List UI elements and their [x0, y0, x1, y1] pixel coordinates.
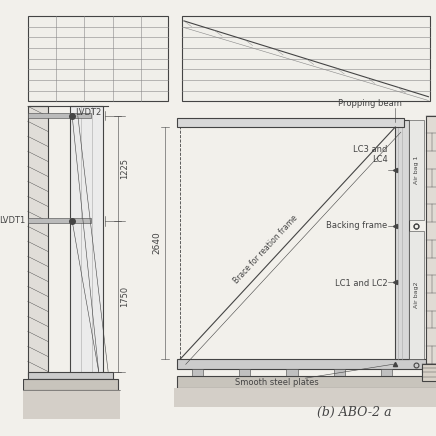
Text: LC1 and LC2: LC1 and LC2: [335, 279, 388, 288]
Text: Brace for reation frame: Brace for reation frame: [232, 214, 299, 286]
Bar: [70, 106, 103, 376]
Bar: [177, 359, 436, 369]
Text: Propping beam: Propping beam: [338, 99, 402, 108]
Bar: [177, 376, 436, 388]
Text: Air bag 1: Air bag 1: [414, 156, 419, 184]
Bar: [409, 231, 424, 359]
Text: 1225: 1225: [120, 158, 129, 179]
Bar: [409, 120, 424, 220]
Text: Air bag2: Air bag2: [414, 282, 419, 309]
Text: Smooth steel plates: Smooth steel plates: [235, 378, 319, 387]
Bar: [180, 127, 395, 359]
Bar: [27, 218, 91, 223]
Bar: [27, 16, 168, 102]
Text: (b) ABO-2 a: (b) ABO-2 a: [317, 406, 391, 419]
Bar: [426, 116, 436, 364]
Bar: [23, 379, 118, 391]
Text: Backing frame: Backing frame: [327, 221, 388, 230]
Bar: [182, 16, 430, 102]
Text: 2640: 2640: [152, 232, 161, 255]
Bar: [174, 388, 436, 407]
Bar: [27, 113, 91, 118]
Bar: [381, 369, 392, 380]
Bar: [239, 369, 250, 380]
Text: LVDT1: LVDT1: [0, 216, 26, 225]
Text: LVDT2: LVDT2: [75, 108, 101, 117]
Bar: [422, 364, 436, 381]
Bar: [20, 391, 120, 419]
Text: LC3 and
LC4: LC3 and LC4: [353, 145, 388, 164]
Bar: [334, 369, 345, 380]
Bar: [191, 369, 203, 380]
Bar: [286, 369, 298, 380]
Text: 1750: 1750: [120, 286, 129, 307]
Bar: [27, 106, 48, 376]
Bar: [177, 118, 404, 127]
Bar: [395, 120, 409, 359]
Bar: [27, 371, 113, 379]
